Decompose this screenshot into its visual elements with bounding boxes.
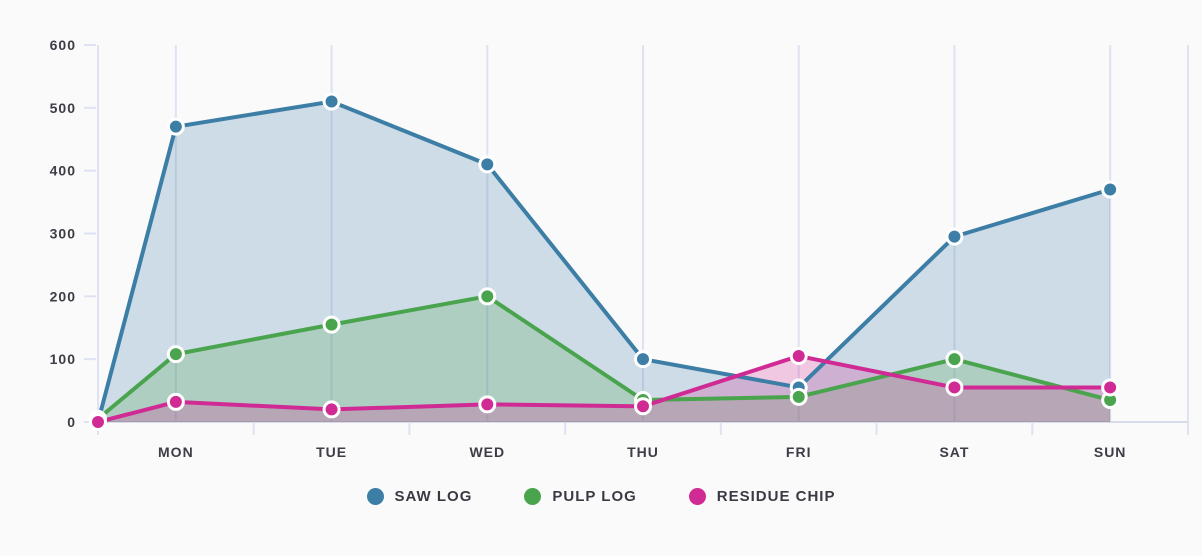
area-pulp-log	[98, 296, 1111, 422]
x-axis-label-sun: SUN	[1094, 444, 1127, 460]
point-pulp-log[interactable]	[478, 287, 497, 306]
point-residue-chip[interactable]	[166, 392, 185, 411]
legend-item-pulp-log[interactable]: PULP LOG	[524, 488, 636, 505]
point-residue-chip[interactable]	[1101, 378, 1120, 397]
y-axis-label: 200	[50, 288, 76, 304]
y-axis-label: 400	[50, 163, 76, 179]
legend-label-residue-chip: RESIDUE CHIP	[716, 488, 836, 505]
x-axis-label-tue: TUE	[316, 444, 347, 460]
point-residue-chip[interactable]	[789, 347, 808, 366]
x-axis-label-mon: MON	[158, 444, 194, 460]
y-axis-label: 0	[67, 414, 76, 430]
point-saw-log[interactable]	[1101, 180, 1120, 199]
x-axis-label-thu: THU	[627, 444, 659, 460]
legend-label-pulp-log: PULP LOG	[552, 488, 637, 505]
legend-dot-residue-chip	[688, 488, 706, 505]
point-residue-chip[interactable]	[478, 395, 497, 414]
legend-label-saw-log: SAW LOG	[394, 488, 473, 505]
chart-canvas: 0 100 200 300 400 500 600 MON TUE WED THU FRI SAT SUN	[50, 37, 1189, 460]
point-saw-log[interactable]	[166, 117, 185, 136]
chart-legend: SAW LOG PULP LOG RESIDUE CHIP	[0, 488, 1202, 505]
line-chart: 0 100 200 300 400 500 600 MON TUE WED THU FRI SAT SUN	[50, 37, 1189, 460]
legend-dot-saw-log	[366, 488, 384, 505]
y-axis-label: 500	[50, 100, 76, 116]
point-pulp-log[interactable]	[789, 387, 808, 406]
legend-dot-pulp-log	[524, 488, 542, 505]
legend-item-residue-chip[interactable]: RESIDUE CHIP	[688, 488, 836, 505]
line-saw-log	[96, 99, 1113, 424]
point-saw-log[interactable]	[322, 92, 341, 111]
line-pulp-log	[96, 294, 1113, 421]
x-axis-label-wed: WED	[469, 444, 505, 460]
x-axis-label-sat: SAT	[939, 444, 969, 460]
legend-item-saw-log[interactable]: SAW LOG	[366, 488, 473, 505]
point-residue-chip[interactable]	[89, 413, 107, 431]
point-pulp-log[interactable]	[166, 345, 185, 364]
y-axis-label: 600	[50, 37, 76, 53]
point-pulp-log[interactable]	[945, 350, 964, 369]
line-residue-chip	[96, 354, 1113, 424]
y-axis-label: 300	[50, 226, 76, 242]
area-residue-chip	[98, 356, 1111, 422]
point-saw-log[interactable]	[634, 350, 652, 369]
x-axis-label-fri: FRI	[786, 444, 812, 460]
point-residue-chip[interactable]	[634, 397, 652, 416]
y-axis-label: 100	[50, 351, 76, 367]
point-residue-chip[interactable]	[945, 378, 964, 397]
point-residue-chip[interactable]	[322, 400, 341, 419]
area-saw-log	[98, 101, 1111, 423]
point-saw-log[interactable]	[945, 227, 964, 246]
point-pulp-log[interactable]	[322, 315, 341, 334]
point-saw-log[interactable]	[478, 155, 497, 174]
